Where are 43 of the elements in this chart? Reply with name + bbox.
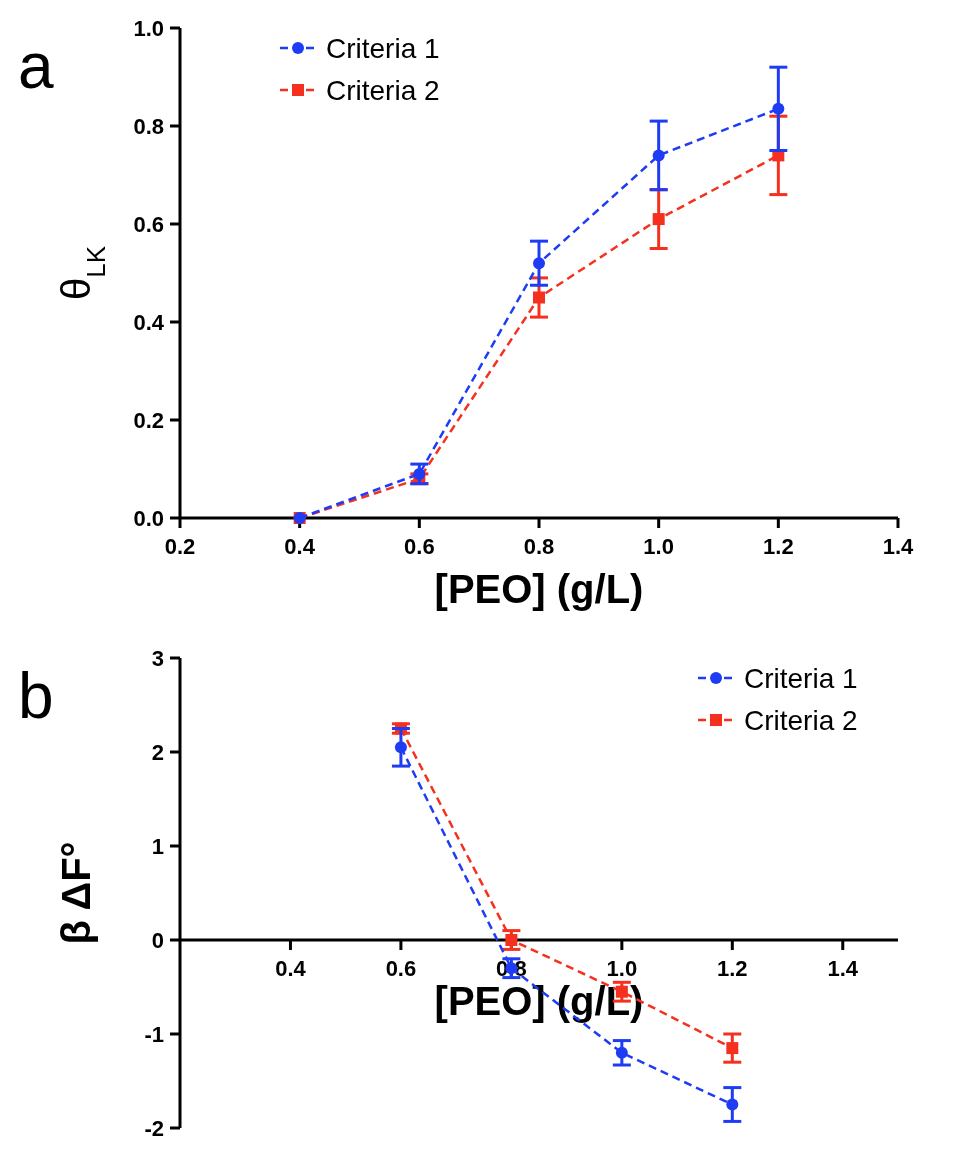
chart-title: a — [18, 30, 54, 102]
point — [726, 1042, 739, 1055]
y-tick-label: 0.4 — [133, 309, 165, 335]
x-tick-label: 0.6 — [404, 534, 435, 559]
point — [652, 149, 665, 162]
legend-label: Criteria 1 — [744, 662, 858, 694]
y-tick-label: 1.0 — [133, 15, 164, 41]
y-tick-label: 0.0 — [133, 505, 164, 531]
point — [533, 257, 545, 270]
point — [726, 1098, 739, 1111]
y-tick-label: 3 — [151, 645, 164, 671]
x-tick-label: 1.0 — [643, 534, 674, 559]
y-axis-title: β ΔF° — [54, 841, 98, 945]
point — [615, 1046, 628, 1059]
x-tick-label: 0.6 — [385, 956, 417, 981]
x-tick-label: 1.2 — [717, 956, 748, 981]
y-tick-label: 1 — [151, 833, 164, 859]
x-tick-label: 1.0 — [606, 956, 638, 981]
y-tick-label: 0.6 — [133, 211, 164, 237]
legend-label: Criteria 2 — [744, 704, 858, 736]
legend-label: Criteria 1 — [326, 32, 440, 64]
point — [652, 213, 665, 226]
x-tick-label: 0.4 — [275, 956, 307, 981]
x-axis-title: [PEO] (g/L) — [434, 567, 644, 611]
chart-title: b — [18, 660, 54, 732]
x-tick-label: 0.4 — [284, 534, 316, 559]
x-tick-label: 0.8 — [523, 534, 555, 559]
y-tick-label: 0 — [151, 927, 164, 953]
point — [413, 467, 426, 480]
point — [394, 741, 407, 754]
y-tick-label: -2 — [144, 1115, 164, 1141]
y-tick-label: 0.2 — [133, 407, 164, 433]
x-tick-label: 1.4 — [827, 956, 859, 981]
point — [772, 102, 785, 115]
y-tick-label: 0.8 — [133, 113, 164, 139]
y-tick-label: -1 — [144, 1021, 164, 1047]
x-axis-title: [PEO] (g/L) — [434, 979, 644, 1023]
y-tick-label: 2 — [151, 739, 164, 765]
point — [533, 291, 545, 304]
legend-label: Criteria 2 — [326, 74, 440, 106]
x-tick-label: 1.4 — [882, 534, 915, 559]
x-tick-label: 1.2 — [763, 534, 794, 559]
point — [505, 934, 518, 946]
